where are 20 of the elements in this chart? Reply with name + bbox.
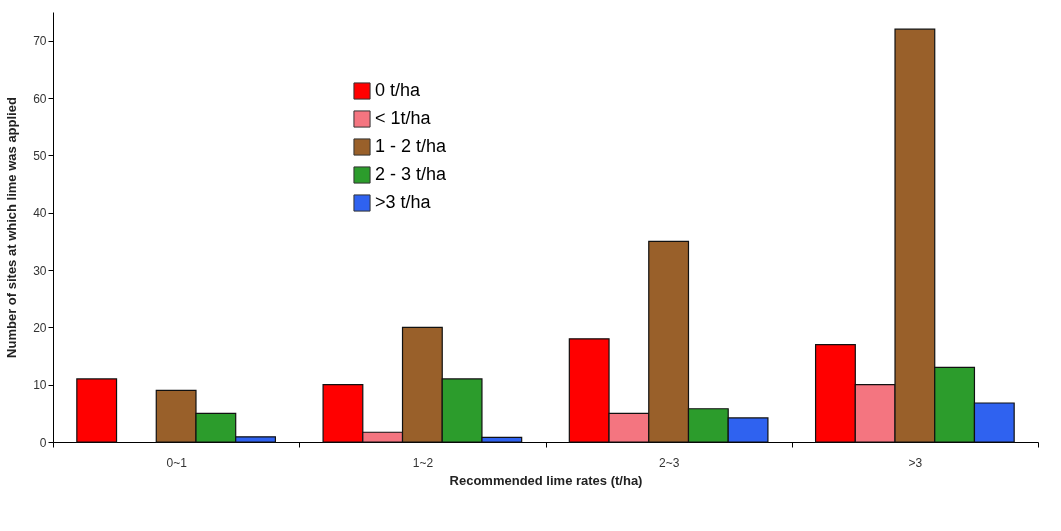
legend-label: < 1t/ha — [375, 108, 432, 128]
y-tick-label: 20 — [33, 320, 47, 335]
x-tick-label: 2~3 — [658, 455, 680, 470]
y-tick-label: 0 — [39, 435, 47, 450]
y-axis-title: Number of sites at which lime was applied — [4, 97, 20, 358]
legend-label: 0 t/ha — [375, 80, 422, 100]
y-tick-label: 10 — [33, 378, 47, 393]
legend-label: 2 - 3 t/ha — [375, 164, 448, 184]
x-axis-title: Recommended lime rates (t/ha) — [449, 472, 643, 488]
y-tick-label: 70 — [33, 34, 47, 49]
bar — [76, 378, 118, 443]
y-tick-label: 30 — [33, 263, 47, 278]
y-tick-label: 40 — [33, 206, 47, 221]
legend-label: >3 t/ha — [375, 192, 432, 212]
legend-label: 1 - 2 t/ha — [375, 136, 448, 156]
x-tick-label: 0~1 — [166, 455, 188, 470]
x-tick-label: >3 — [908, 455, 923, 470]
y-tick-label: 50 — [33, 148, 47, 163]
y-tick-label: 60 — [33, 91, 47, 106]
x-tick-label: 1~2 — [412, 455, 434, 470]
